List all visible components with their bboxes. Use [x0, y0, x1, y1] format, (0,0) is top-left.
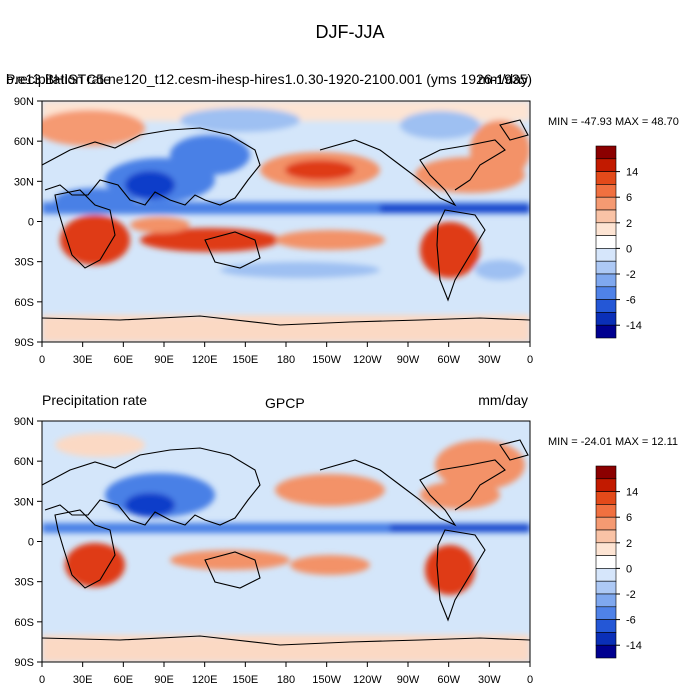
colorbar-label: -6: [626, 615, 636, 627]
panel2-minmax: MIN = -24.01 MAX = 12.11: [548, 436, 679, 448]
main-title: DJF-JJA: [315, 22, 385, 42]
colorbar-swatch: [595, 299, 617, 313]
colorbar-swatch: [595, 312, 617, 326]
panel1-left-title: Precipitation rate: [6, 71, 112, 87]
colorbar-swatch: [595, 580, 617, 595]
colorbar-label: 14: [626, 487, 638, 499]
lat-tick-label: 30S: [14, 577, 34, 589]
colorbar-label: 0: [626, 563, 632, 575]
panel2-left-title: Precipitation rate: [42, 392, 148, 408]
lat-tick-label: 60S: [14, 297, 34, 309]
lat-tick-label: 90S: [14, 657, 34, 669]
colorbar-swatch: [595, 158, 617, 172]
colorbar-swatch: [595, 619, 617, 633]
panel1-minmax: MIN = -47.93 MAX = 48.70: [548, 116, 679, 128]
lon-tick-label: 30W: [478, 674, 501, 686]
colorbar-label: -6: [626, 295, 636, 307]
panel1-map: [42, 101, 530, 342]
lat-tick-label: 0: [28, 537, 34, 549]
lon-tick-label: 60E: [114, 674, 134, 686]
colorbar-swatch: [595, 196, 617, 211]
panel1-case-title: b.e13.BHISTC5.ne120_t12.cesm-ihesp-hires…: [6, 71, 533, 87]
colorbar-swatch: [595, 222, 617, 236]
lon-tick-label: 180: [277, 354, 295, 366]
lon-tick-label: 0: [39, 354, 45, 366]
lat-tick-label: 30S: [14, 257, 34, 269]
colorbar-swatch: [595, 324, 617, 339]
lon-tick-label: 0: [39, 674, 45, 686]
colorbar-swatch: [595, 555, 617, 569]
lat-tick-label: 90N: [14, 96, 34, 108]
lat-tick-label: 30N: [14, 496, 34, 508]
lon-tick-label: 30W: [478, 354, 501, 366]
lon-tick-label: 120W: [353, 674, 382, 686]
colorbar-swatch: [595, 632, 617, 646]
colorbar-label: 2: [626, 538, 632, 550]
colorbar-swatch: [595, 644, 617, 659]
colorbar-swatch: [595, 260, 617, 275]
colorbar-swatch: [595, 593, 617, 608]
panel1-units: mm/day: [478, 71, 528, 87]
colorbar-label: -14: [626, 640, 642, 652]
colorbar-swatch: [595, 529, 617, 544]
colorbar-swatch: [595, 478, 617, 492]
colorbar-swatch: [595, 516, 617, 531]
lat-tick-label: 60N: [14, 456, 34, 468]
colorbar-swatch: [595, 209, 617, 224]
colorbar-swatch: [595, 465, 617, 480]
colorbar-swatch: [595, 568, 617, 582]
colorbar-label: -2: [626, 269, 636, 281]
panel2-coastlines: [42, 439, 530, 646]
colorbar-label: 6: [626, 512, 632, 524]
colorbar-swatch: [595, 504, 617, 518]
lon-tick-label: 30E: [73, 354, 93, 366]
lon-tick-label: 180: [277, 674, 295, 686]
lat-tick-label: 90N: [14, 416, 34, 428]
lat-tick-label: 0: [28, 217, 34, 229]
lat-tick-label: 30N: [14, 176, 34, 188]
lon-tick-label: 120E: [192, 354, 218, 366]
lon-tick-label: 60W: [437, 674, 460, 686]
lon-tick-label: 150E: [232, 354, 258, 366]
colorbar-swatch: [595, 184, 617, 198]
colorbar-label: 0: [626, 243, 632, 255]
colorbar-swatch: [595, 171, 617, 185]
colorbar-swatch: [595, 235, 617, 249]
colorbar-label: 6: [626, 192, 632, 204]
colorbar-label: -14: [626, 320, 642, 332]
lon-tick-label: 90E: [154, 674, 174, 686]
colorbar-swatch: [595, 273, 617, 288]
lon-tick-label: 0: [527, 674, 533, 686]
colorbar-swatch: [595, 286, 617, 300]
lon-tick-label: 150W: [312, 674, 341, 686]
lat-tick-label: 90S: [14, 337, 34, 349]
lon-tick-label: 90E: [154, 354, 174, 366]
colorbar-label: -2: [626, 589, 636, 601]
panel2-map: [42, 421, 530, 662]
panel1-coastlines: [42, 119, 530, 326]
colorbar-label: 14: [626, 167, 638, 179]
colorbar-label: 2: [626, 218, 632, 230]
panel2-center-title: GPCP: [265, 395, 305, 411]
lon-tick-label: 0: [527, 354, 533, 366]
lon-tick-label: 90W: [397, 354, 420, 366]
lon-tick-label: 120W: [353, 354, 382, 366]
lon-tick-label: 30E: [73, 674, 93, 686]
colorbar-swatch: [595, 248, 617, 262]
colorbar-swatch: [595, 145, 617, 160]
lon-tick-label: 60W: [437, 354, 460, 366]
lat-tick-label: 60S: [14, 617, 34, 629]
colorbar-swatch: [595, 606, 617, 620]
lat-tick-label: 60N: [14, 136, 34, 148]
lon-tick-label: 60E: [114, 354, 134, 366]
panel2-units: mm/day: [478, 392, 528, 408]
colorbar-swatch: [595, 542, 617, 556]
colorbar-swatch: [595, 491, 617, 505]
lon-tick-label: 150E: [232, 674, 258, 686]
lon-tick-label: 90W: [397, 674, 420, 686]
panel1-anomaly-field: [42, 101, 530, 342]
lon-tick-label: 150W: [312, 354, 341, 366]
lon-tick-label: 120E: [192, 674, 218, 686]
